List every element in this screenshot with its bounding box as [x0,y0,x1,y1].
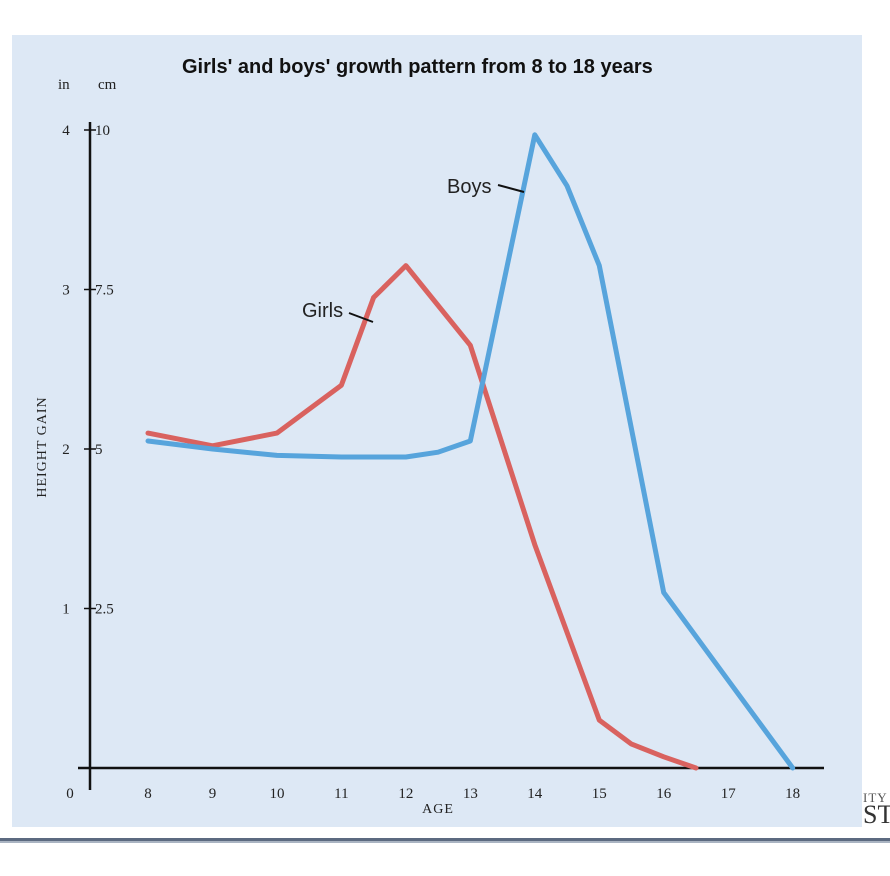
series-label-girls: Girls [302,300,343,322]
x-tick-label: 17 [721,786,737,802]
x-tick-label: 14 [527,786,543,802]
x-tick-label: 15 [592,786,607,802]
y-tick-label-cm: 7.5 [95,283,114,299]
y-tick-label-cm: 10 [95,123,110,139]
growth-chart: Girls' and boys' growth pattern from 8 t… [35,56,824,817]
series-line-boys [145,132,796,771]
bottom-divider [0,838,890,841]
x-tick-label: 11 [334,786,348,802]
x-tick-label: 10 [269,786,284,802]
y-tick-label-cm: 2.5 [95,602,114,618]
footer-fragment-top: ITY [863,790,888,805]
chart-panel: Girls' and boys' growth pattern from 8 t… [12,35,862,827]
y-axis-label: HEIGHT GAIN [35,396,50,497]
series-label-boys: Boys [447,176,491,198]
y-unit-inches: in [58,77,70,93]
chart-marks: 0 1 2.5 2 5 3 7.5 4 10 8 9 10 11 12 13 14 15 16 17 18 Girls B… [62,122,824,802]
girls-leader-line [348,312,374,323]
y-tick-label-in: 2 [62,442,70,458]
y-unit-cm: cm [98,77,117,93]
x-tick-label: 16 [656,786,672,802]
y-tick-label-in: 1 [62,602,70,618]
y-tick-label-cm: 5 [95,442,103,458]
y-tick-label-in: 3 [62,283,70,299]
series-line-girls [145,263,699,771]
footer-logo-fragment: ITY ST [863,790,890,830]
boys-leader-line [497,184,525,193]
x-tick-label: 12 [398,786,413,802]
y-tick-label-in: 4 [62,123,70,139]
y-tick-label-in: 0 [66,786,74,802]
bottom-divider-shadow [0,841,890,843]
footer-fragment-bottom: ST [863,800,890,829]
x-tick-label: 8 [144,786,152,802]
x-tick-label: 18 [785,786,800,802]
x-tick-label: 9 [209,786,217,802]
chart-title: Girls' and boys' growth pattern from 8 t… [182,56,653,78]
x-tick-label: 13 [463,786,478,802]
x-axis-label: AGE [422,802,454,817]
